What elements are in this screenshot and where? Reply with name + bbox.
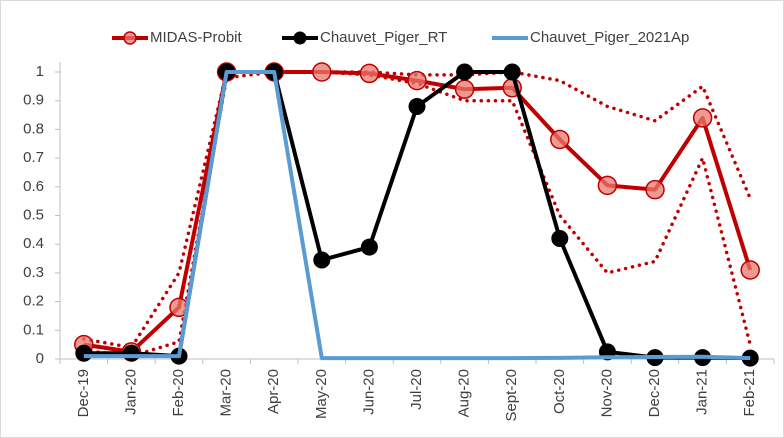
legend-marker [293, 31, 307, 45]
legend-marker [123, 31, 137, 45]
x-tick-label: Aug-20 [456, 369, 473, 417]
y-tick-label: 0.3 [23, 264, 44, 281]
data-point [407, 70, 427, 91]
x-tick-label: Jul-20 [408, 369, 425, 410]
series-line [82, 70, 752, 358]
data-point [408, 97, 426, 115]
legend-label: Chauvet_Piger_RT [320, 29, 447, 46]
data-point [551, 229, 569, 247]
x-tick-label: Jan-21 [694, 369, 711, 415]
data-point [359, 63, 380, 84]
x-tick-label: Feb-20 [170, 369, 187, 417]
y-tick-label: 0.2 [23, 293, 44, 310]
data-point [312, 62, 332, 82]
data-point [75, 344, 93, 362]
legend-label: Chauvet_Piger_2021Ap [530, 29, 689, 46]
x-tick-label: Apr-20 [265, 369, 282, 414]
data-point [692, 108, 713, 128]
x-tick-label: Mar-20 [218, 369, 235, 417]
x-tick-label: Oct-20 [551, 369, 568, 414]
data-point [456, 63, 474, 81]
y-tick-label: 1 [36, 63, 44, 80]
data-point [503, 63, 521, 81]
data-point [550, 129, 570, 150]
x-tick-label: Jun-20 [360, 369, 377, 415]
x-tick-label: Feb-21 [741, 369, 758, 417]
data-point [454, 79, 475, 99]
data-point [645, 179, 665, 200]
x-tick-label: Nov-20 [598, 369, 615, 417]
y-tick-label: 0.8 [23, 120, 44, 137]
y-tick-label: 0.6 [23, 178, 44, 195]
y-tick-label: 0.9 [23, 92, 44, 109]
y-tick-label: 0.5 [23, 206, 44, 223]
series-line [83, 70, 751, 361]
y-tick-label: 0.1 [23, 321, 44, 338]
y-tick-label: 0.4 [23, 235, 44, 252]
legend-label: MIDAS-Probit [150, 29, 243, 46]
x-tick-label: Jan-20 [122, 369, 139, 415]
y-tick-label: 0 [36, 350, 44, 367]
x-tick-label: Dec-19 [75, 369, 92, 417]
data-point [740, 260, 760, 280]
x-tick-label: May-20 [313, 369, 330, 419]
x-tick-label: Sept-20 [503, 369, 520, 422]
data-point [360, 238, 378, 256]
y-tick-label: 0.7 [23, 149, 44, 166]
data-point [313, 251, 331, 269]
x-tick-label: Dec-20 [646, 369, 663, 417]
data-point [597, 175, 618, 196]
data-point [122, 344, 140, 362]
